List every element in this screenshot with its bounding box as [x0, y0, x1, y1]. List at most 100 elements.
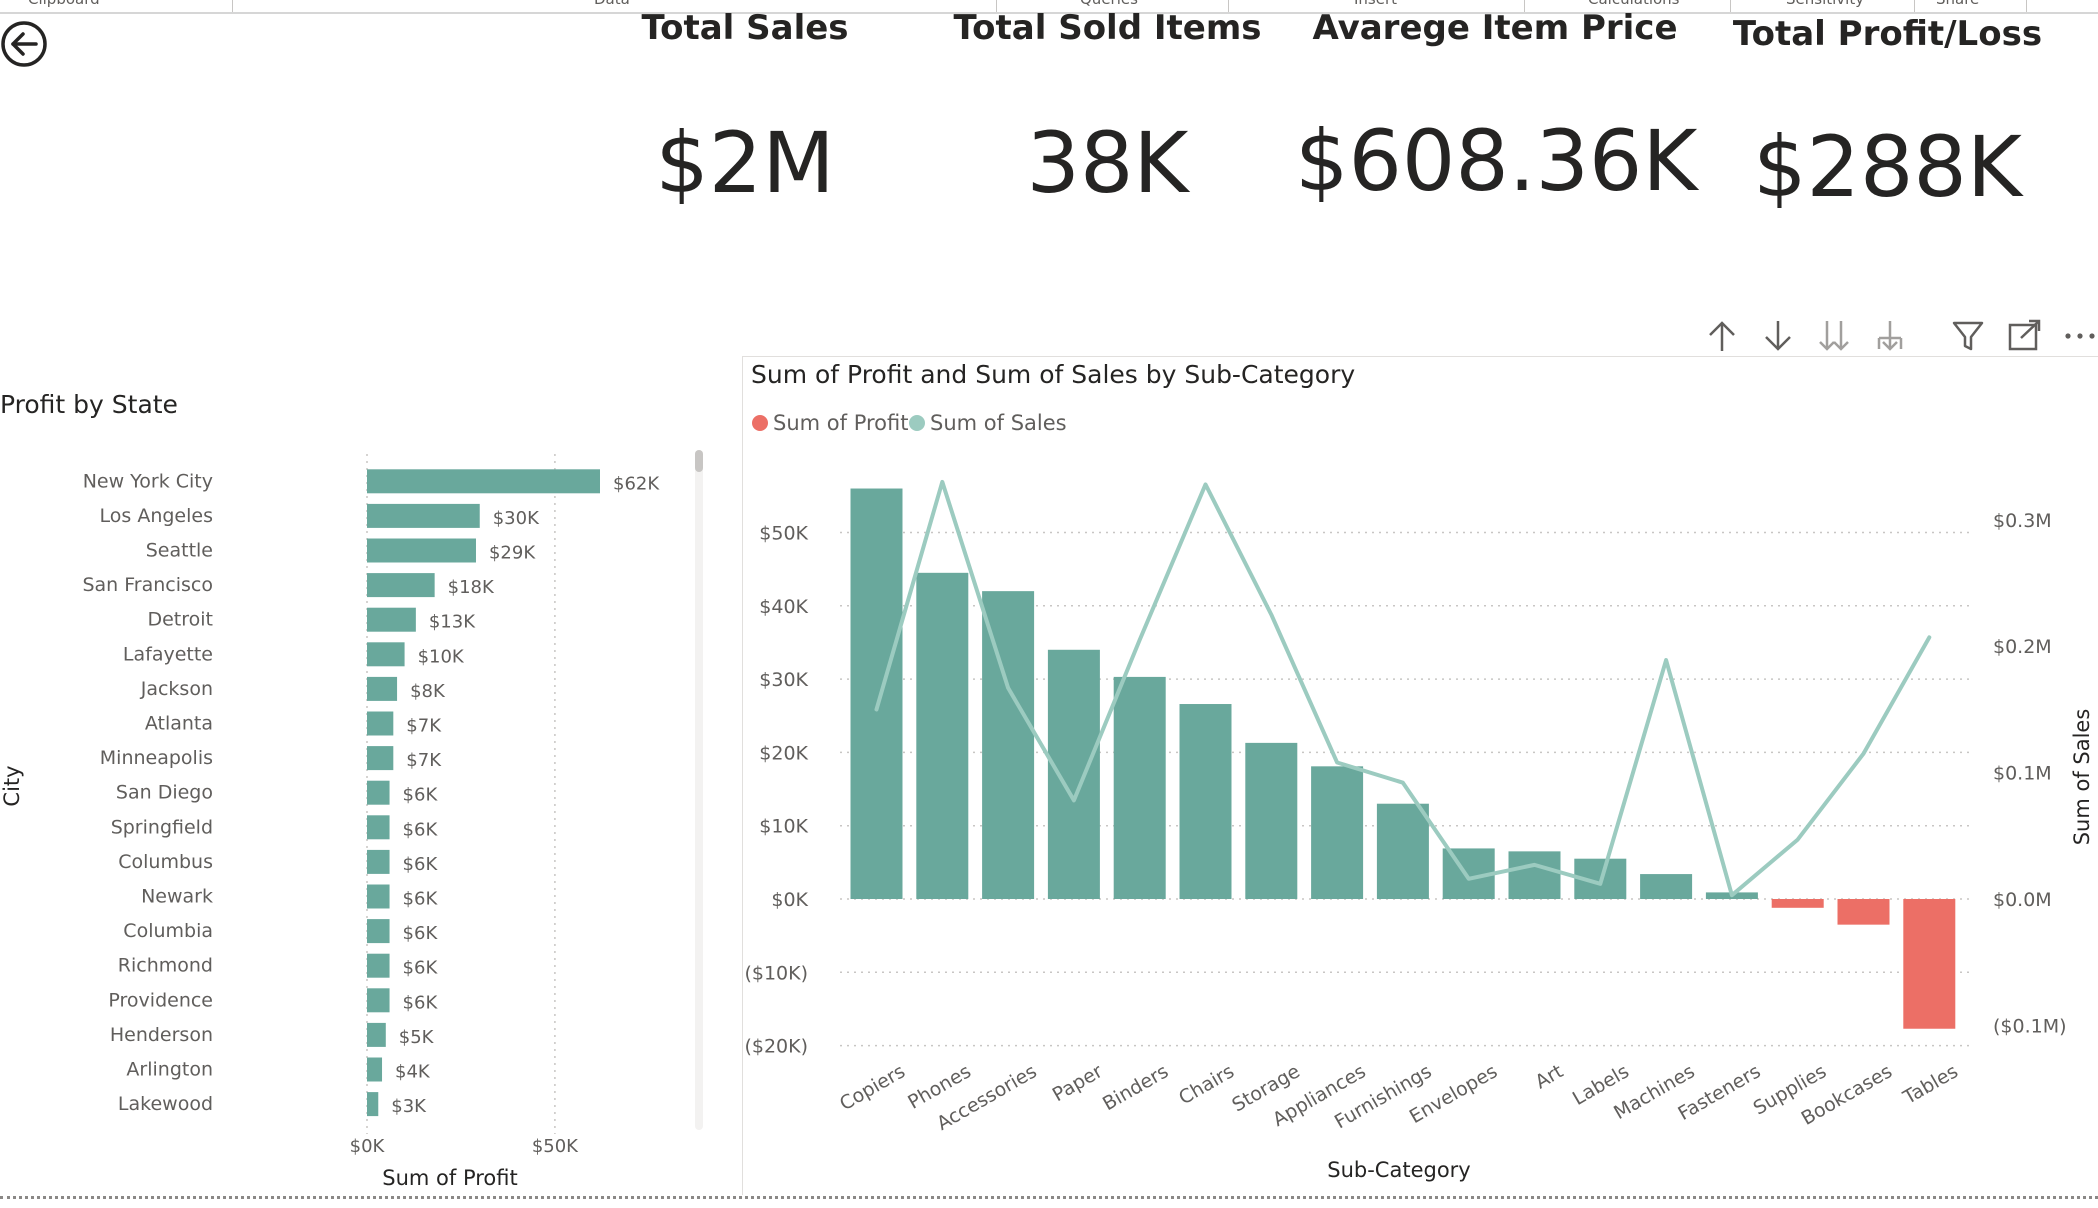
- bar[interactable]: [1047, 649, 1100, 899]
- back-arrow-icon[interactable]: [0, 20, 48, 68]
- x-tick-label: Copiers: [836, 1060, 909, 1115]
- ribbon-group-clipboard[interactable]: Clipboard: [28, 0, 100, 8]
- kpi-value: $2M: [655, 114, 835, 212]
- legend-marker: [909, 415, 925, 431]
- ribbon-group-share[interactable]: Share: [1936, 0, 1979, 8]
- y-tick-label: $30K: [759, 669, 808, 691]
- category-label: Lakewood: [118, 1093, 213, 1115]
- drill-down-icon[interactable]: [1756, 314, 1800, 358]
- bar[interactable]: [367, 919, 390, 944]
- bar[interactable]: [1903, 899, 1956, 1029]
- bar[interactable]: [367, 1022, 386, 1047]
- y2-tick-label: $0.2M: [1993, 636, 2052, 658]
- ribbon-divider: [232, 0, 233, 12]
- x-tick-label: Tables: [1899, 1060, 1962, 1109]
- bar[interactable]: [367, 1057, 383, 1082]
- bar[interactable]: [1245, 742, 1298, 899]
- category-label: Lafayette: [123, 643, 213, 665]
- focus-mode-icon[interactable]: [2002, 314, 2046, 358]
- bar[interactable]: [1376, 803, 1429, 899]
- x-tick-label: $50K: [532, 1136, 579, 1157]
- bar[interactable]: [1179, 704, 1232, 899]
- bar[interactable]: [367, 503, 480, 528]
- bar[interactable]: [367, 676, 398, 701]
- legend-label[interactable]: Sum of Profit: [773, 411, 908, 435]
- bar[interactable]: [916, 572, 969, 899]
- category-label: Columbus: [118, 851, 213, 873]
- bar[interactable]: [367, 469, 600, 494]
- bar[interactable]: [367, 746, 394, 771]
- bar[interactable]: [850, 488, 903, 899]
- category-label: Detroit: [147, 609, 213, 631]
- bar[interactable]: [367, 1092, 379, 1117]
- bar[interactable]: [982, 591, 1035, 899]
- data-label: $8K: [410, 681, 446, 702]
- more-options-icon[interactable]: [2058, 314, 2098, 358]
- y2-tick-label: $0.3M: [1993, 510, 2052, 532]
- expand-hierarchy-icon[interactable]: [1868, 314, 1912, 358]
- category-label: San Diego: [116, 782, 213, 804]
- kpi-card-total-sales: Total Sales $2M: [600, 8, 890, 212]
- data-label: $3K: [391, 1096, 427, 1117]
- bar[interactable]: [367, 988, 390, 1013]
- kpi-title: Total Sales: [641, 8, 849, 48]
- bar[interactable]: [367, 711, 394, 736]
- drill-up-icon[interactable]: [1700, 314, 1744, 358]
- bar[interactable]: [367, 953, 390, 978]
- bar[interactable]: [1311, 766, 1364, 899]
- x-tick-label: Chairs: [1175, 1060, 1238, 1109]
- data-label: $4K: [395, 1062, 431, 1083]
- profit-by-state-visual[interactable]: Profit by State $0K $50K New York City $62K L…: [0, 384, 720, 1194]
- data-label: $6K: [403, 854, 439, 875]
- ribbon-divider: [1524, 0, 1525, 12]
- category-label: Newark: [141, 886, 213, 908]
- category-label: Columbia: [123, 920, 213, 942]
- ribbon-group-queries[interactable]: Queries: [1080, 0, 1138, 8]
- visual-header-toolbar: [1700, 314, 2095, 358]
- y2-tick-label: ($0.1M): [1993, 1015, 2067, 1037]
- data-label: $10K: [418, 646, 465, 667]
- ribbon-group-insert[interactable]: Insert: [1354, 0, 1397, 8]
- ribbon-group-calculations[interactable]: Calculations: [1588, 0, 1680, 8]
- bar[interactable]: [1837, 899, 1890, 925]
- bar[interactable]: [367, 884, 390, 909]
- filter-icon[interactable]: [1946, 314, 1990, 358]
- ribbon-divider: [1730, 0, 1731, 12]
- scrollbar-thumb[interactable]: [695, 450, 703, 472]
- profit-sales-by-subcategory-visual[interactable]: Sum of Profit and Sum of Sales by Sub-Ca…: [742, 356, 2098, 1195]
- data-label: $13K: [429, 612, 476, 633]
- series-line-sum-of-sales[interactable]: [874, 479, 1932, 898]
- bar[interactable]: [367, 815, 390, 840]
- scrollbar-track[interactable]: [695, 450, 703, 1130]
- bar[interactable]: [367, 780, 390, 805]
- category-label: San Francisco: [82, 574, 213, 596]
- bar[interactable]: [367, 573, 435, 598]
- kpi-card-total-sold-items: Total Sold Items 38K: [940, 8, 1275, 212]
- bar[interactable]: [1640, 874, 1693, 899]
- bar[interactable]: [1508, 851, 1561, 899]
- bar[interactable]: [367, 849, 390, 874]
- ribbon-group-data[interactable]: Data: [594, 0, 630, 8]
- bar[interactable]: [367, 642, 405, 667]
- category-label: Jackson: [140, 678, 213, 700]
- kpi-value: $288K: [1753, 118, 2022, 216]
- x-axis-title: Sub-Category: [1327, 1158, 1470, 1182]
- data-label: $7K: [406, 716, 442, 737]
- bar[interactable]: [367, 607, 416, 632]
- y2-axis-title: Sum of Sales: [2070, 709, 2094, 846]
- y-tick-label: ($20K): [744, 1036, 808, 1058]
- bar[interactable]: [1113, 676, 1166, 899]
- bar[interactable]: [1771, 899, 1824, 908]
- x-tick-label: Paper: [1049, 1060, 1107, 1106]
- expand-next-level-icon[interactable]: [1812, 314, 1856, 358]
- legend-label[interactable]: Sum of Sales: [930, 411, 1067, 435]
- ribbon-group-sensitivity[interactable]: Sensitivity: [1786, 0, 1864, 8]
- profit-by-state-chart: Profit by State $0K $50K New York City $62K L…: [0, 390, 703, 1190]
- kpi-card-total-profit-loss: Total Profit/Loss $288K: [1720, 14, 2055, 216]
- data-label: $29K: [489, 543, 536, 564]
- y-tick-label: $50K: [759, 523, 808, 545]
- ribbon-divider: [996, 0, 997, 12]
- bar[interactable]: [367, 538, 476, 563]
- y-tick-label: $20K: [759, 742, 808, 764]
- y-tick-label: $10K: [759, 816, 808, 838]
